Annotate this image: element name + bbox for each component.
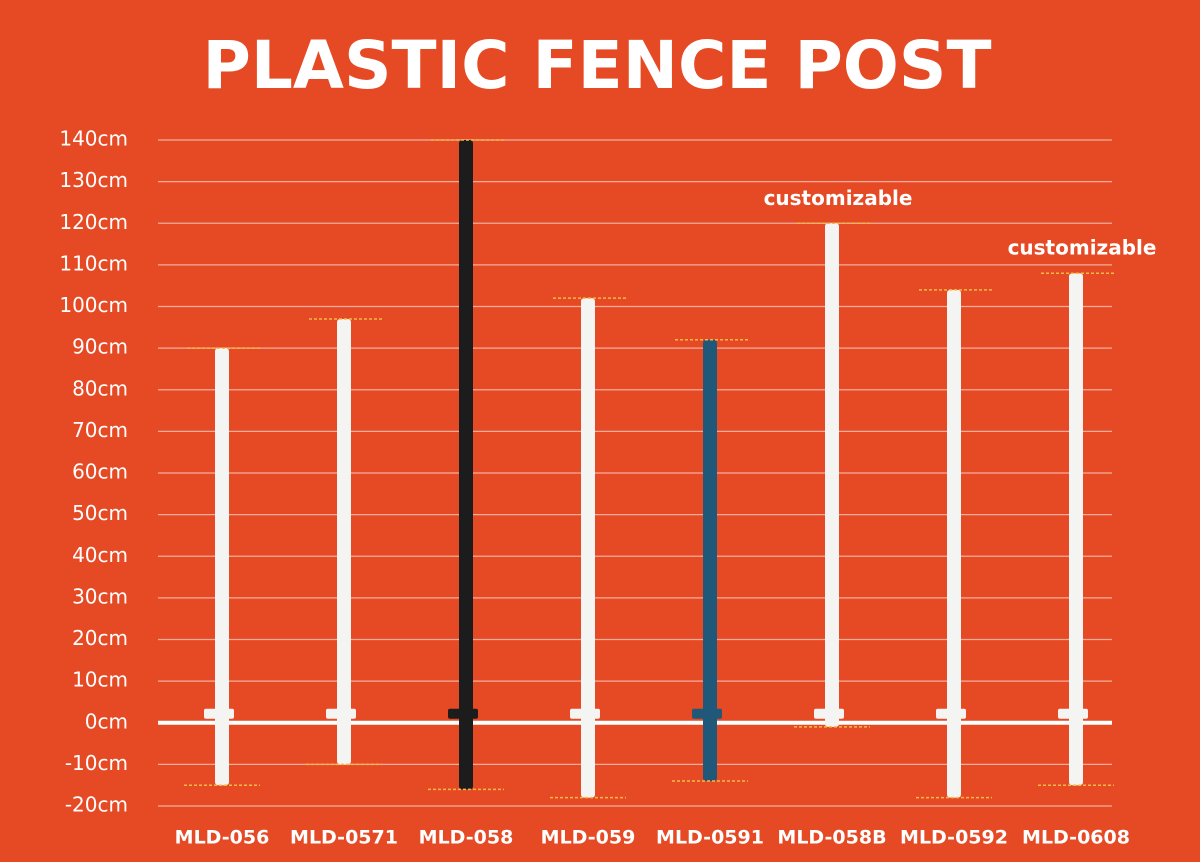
y-tick-label: 70cm [72,418,128,442]
post-foot [814,708,844,719]
post-foot [1058,708,1088,719]
annotation: customizable [764,186,913,210]
x-tick-label: MLD-0592 [900,827,1008,849]
chart-title: PLASTIC FENCE POST [203,27,992,104]
post [459,140,473,790]
y-tick-label: 90cm [72,335,128,359]
annotation: customizable [1008,236,1157,260]
y-tick-label: -20cm [65,793,128,817]
y-tick-label: 40cm [72,543,128,567]
y-tick-label: 0cm [85,709,128,733]
x-tick-label: MLD-0608 [1022,827,1130,849]
y-tick-label: 30cm [72,584,128,608]
x-tick-label: MLD-0571 [290,827,398,849]
post [337,318,351,765]
post [825,223,839,727]
post-foot [936,708,966,719]
y-tick-label: 100cm [59,293,128,317]
post [1069,273,1083,786]
post [947,289,961,798]
y-tick-label: 50cm [72,501,128,525]
y-tick-label: -10cm [65,751,128,775]
y-tick-label: 60cm [72,460,128,484]
y-tick-label: 80cm [72,376,128,400]
x-tick-label: MLD-058 [419,827,514,849]
x-tick-label: MLD-059 [541,827,636,849]
post-foot [448,708,478,719]
post [703,339,717,782]
post-foot [204,708,234,719]
post [581,298,595,798]
y-tick-label: 20cm [72,626,128,650]
post-foot [570,708,600,719]
y-tick-label: 10cm [72,668,128,692]
y-tick-label: 110cm [59,251,128,275]
post-foot [692,708,722,719]
y-tick-label: 130cm [59,168,128,192]
post [215,348,229,786]
y-tick-label: 140cm [59,127,128,151]
x-tick-label: MLD-056 [175,827,270,849]
post-foot [326,708,356,719]
x-tick-label: MLD-0591 [656,827,764,849]
y-tick-label: 120cm [59,210,128,234]
x-tick-label: MLD-058B [777,827,886,849]
